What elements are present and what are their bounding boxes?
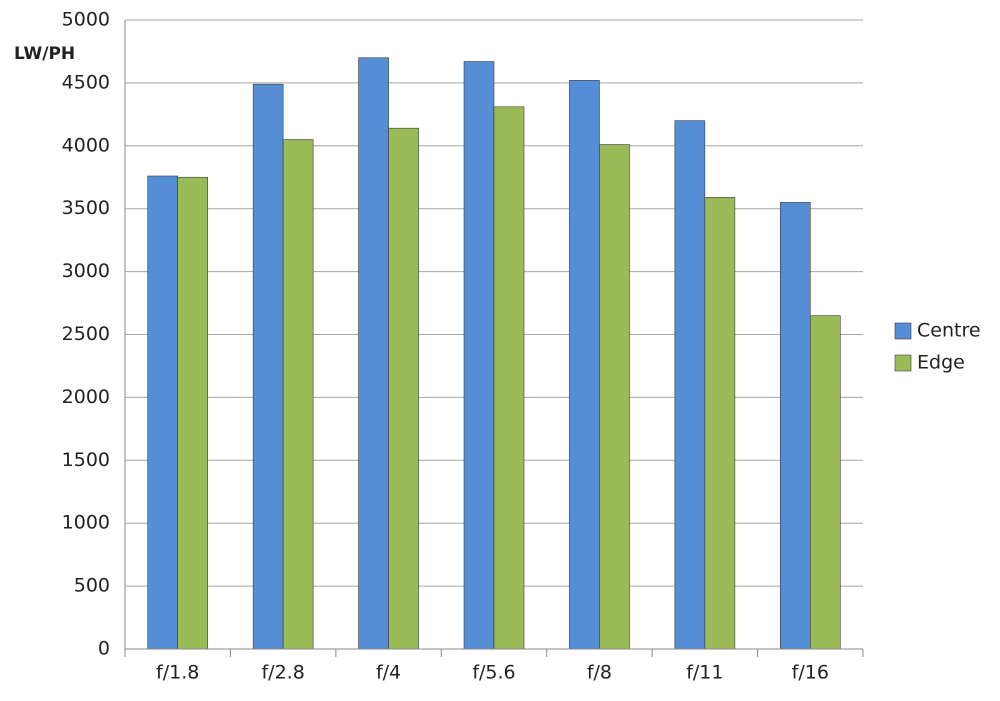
bar (358, 57, 389, 650)
bar (252, 83, 284, 650)
bar (463, 61, 495, 650)
legend-swatch (894, 322, 912, 340)
bar (809, 315, 841, 650)
y-tick-label: 2500 (62, 323, 110, 345)
y-tick-label: 1000 (62, 512, 110, 534)
y-tick-label: 4500 (62, 71, 110, 93)
x-tick-label: f/16 (792, 662, 829, 684)
bar (674, 120, 706, 650)
bar (388, 127, 419, 650)
y-tick-label: 5000 (62, 9, 110, 31)
x-tick-label: f/4 (376, 662, 401, 684)
bar (599, 144, 630, 650)
bar (493, 106, 525, 650)
bar (147, 175, 179, 650)
y-tick-label: 3000 (62, 260, 110, 282)
x-tick-label: f/1.8 (156, 662, 199, 684)
bar (704, 197, 736, 650)
legend-label: Centre (917, 320, 981, 342)
legend-swatch (894, 354, 912, 372)
y-axis-label: LW/PH (14, 44, 75, 64)
x-tick-label: f/8 (587, 662, 612, 684)
y-tick-label: 0 (98, 638, 110, 660)
y-tick-label: 3500 (62, 197, 110, 219)
x-tick-label: f/5.6 (472, 662, 515, 684)
legend-label: Edge (917, 352, 965, 374)
y-tick-label: 4000 (62, 134, 110, 156)
bar (569, 80, 600, 650)
y-tick-label: 500 (74, 575, 110, 597)
bar (282, 139, 314, 650)
bar (177, 176, 209, 650)
x-tick-label: f/11 (686, 662, 723, 684)
bar (779, 202, 811, 650)
y-tick-label: 1500 (62, 449, 110, 471)
y-tick-label: 2000 (62, 386, 110, 408)
x-tick-label: f/2.8 (261, 662, 304, 684)
